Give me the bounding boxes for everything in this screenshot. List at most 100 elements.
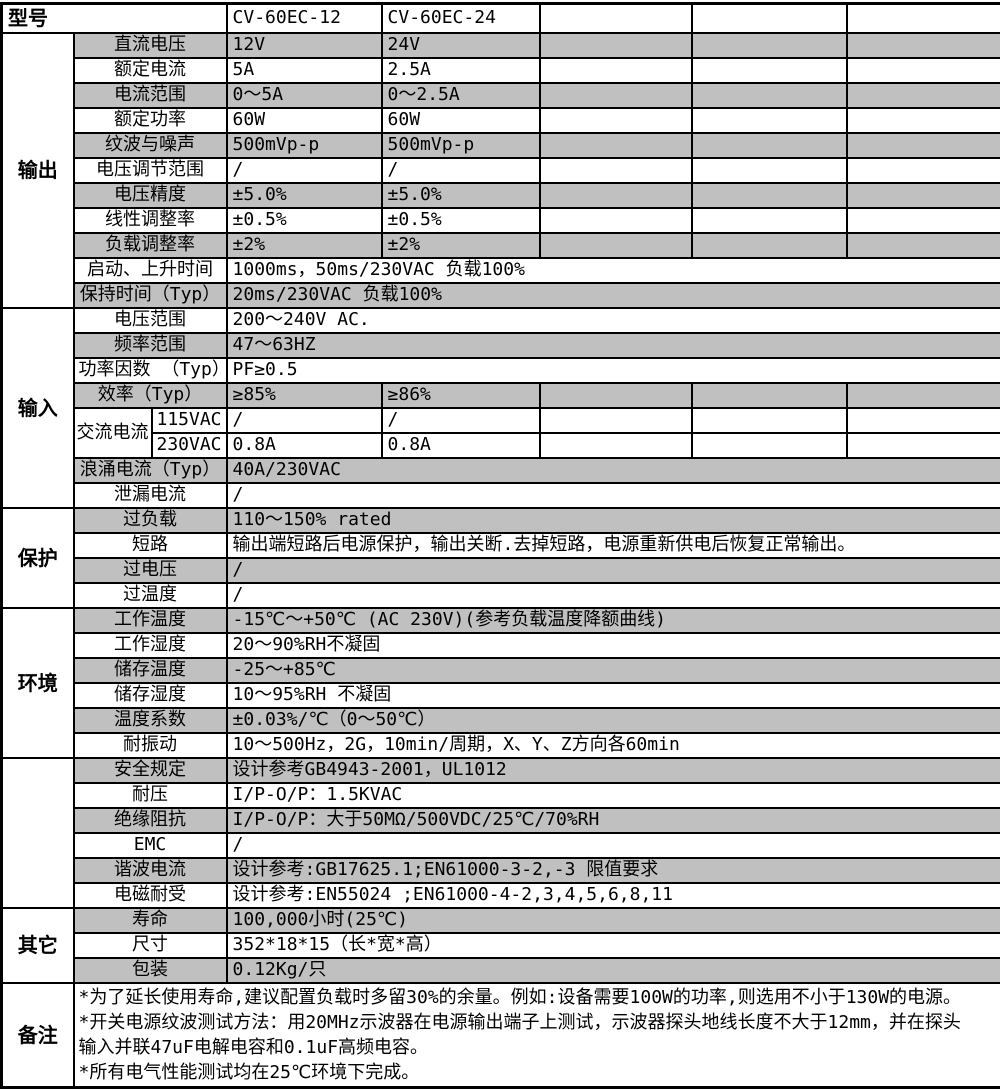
spec-name-cell: 纹波与噪声	[72, 131, 228, 159]
empty-cell	[690, 231, 848, 259]
spec-value-cell: 输出端短路后电源保护，输出关断.去掉短路，电源重新供电后恢复正常输出。	[225, 531, 1000, 559]
spec-value-cell: ≥85%	[225, 381, 383, 409]
spec-name-cell: 安全规定	[72, 756, 228, 784]
spec-name-cell: 电磁耐受	[72, 881, 228, 909]
spec-sublabel-cell: 230VAC	[150, 431, 228, 459]
table-row: 交流电流 115VAC / /	[2, 406, 1000, 459]
empty-cell	[538, 2, 693, 34]
empty-cell	[538, 431, 693, 459]
spec-value-cell: /	[225, 581, 1000, 609]
empty-cell	[690, 156, 848, 184]
notes-label: 备注	[0, 981, 75, 1088]
spec-value-cell: /	[225, 831, 1000, 859]
spec-name-cell: 电流范围	[72, 81, 228, 109]
model-header-cell: CV-60EC-24	[380, 2, 541, 34]
spec-value-cell: 352*18*15（长*宽*高）	[225, 931, 1000, 959]
spec-value-cell: 110～150% rated	[225, 506, 1000, 534]
spec-name-cell: 包装	[72, 956, 228, 984]
table-row: 泄漏电流 /	[2, 481, 1000, 509]
spec-value-cell: 设计参考:GB17625.1;EN61000-3-2,-3 限值要求	[225, 856, 1000, 884]
empty-cell	[845, 81, 1000, 109]
spec-name-cell: 功率因数 （Typ）	[72, 356, 228, 384]
spec-name-cell: 额定电流	[72, 56, 228, 84]
table-row: 保护 过负载 110～150% rated	[0, 506, 1000, 609]
spec-value-cell: /	[225, 481, 1000, 509]
empty-cell	[538, 381, 693, 409]
table-row: 负载调整率 ±2% ±2%	[2, 231, 1000, 259]
spec-value-cell: PF≥0.5	[225, 356, 1000, 384]
empty-cell	[538, 31, 693, 59]
spec-value-cell: 0～5A	[225, 81, 383, 109]
empty-cell	[690, 381, 848, 409]
empty-cell	[538, 406, 693, 434]
spec-value-cell: /	[380, 406, 541, 434]
spec-name-cell: 线性调整率	[72, 206, 228, 234]
spec-name-cell: 工作温度	[72, 606, 228, 634]
table-row: 功率因数 （Typ） PF≥0.5	[2, 356, 1000, 384]
section-label: 输出	[0, 31, 75, 309]
spec-name-cell: 储存温度	[72, 656, 228, 684]
spec-value-cell: 60W	[225, 106, 383, 134]
spec-value-cell: -15℃～+50℃ (AC 230V)(参考负载温度降额曲线)	[225, 606, 1000, 634]
spec-name-cell: 绝缘阻抗	[72, 806, 228, 834]
spec-value-cell: /	[225, 406, 383, 434]
table-row: 230VAC 0.8A 0.8A	[2, 431, 1000, 459]
spec-name-cell: 保持时间（Typ）	[72, 281, 228, 309]
spec-name-cell: 耐压	[72, 781, 228, 809]
empty-cell	[845, 206, 1000, 234]
table-row: 储存湿度 10～95%RH 不凝固	[2, 681, 1000, 709]
empty-cell	[690, 31, 848, 59]
spec-value-cell: 60W	[380, 106, 541, 134]
spec-name-cell: 耐振动	[72, 731, 228, 759]
spec-name-cell: 电压调节范围	[72, 156, 228, 184]
spec-value-cell: -25～+85℃	[225, 656, 1000, 684]
empty-cell	[845, 381, 1000, 409]
spec-group-label: 交流电流	[72, 406, 153, 459]
empty-cell	[690, 406, 848, 434]
empty-cell	[538, 181, 693, 209]
section-label: 保护	[0, 506, 75, 609]
empty-cell	[845, 156, 1000, 184]
empty-cell	[690, 131, 848, 159]
spec-value-cell: I/P-O/P：1.5KVAC	[225, 781, 1000, 809]
empty-cell	[845, 231, 1000, 259]
spec-value-cell: 47～63HZ	[225, 331, 1000, 359]
spec-value-cell: 5A	[225, 56, 383, 84]
spec-value-cell: ±2%	[380, 231, 541, 259]
table-row: 输出 直流电压 12V 24V	[0, 31, 1000, 309]
empty-cell	[845, 431, 1000, 459]
spec-value-cell: ±0.03%/℃（0～50℃）	[225, 706, 1000, 734]
table-row: 备注 *为了延长使用寿命,建议配置负载时多留30%的余量。例如:设备需要100W的…	[0, 981, 1000, 1088]
spec-name-cell: 额定功率	[72, 106, 228, 134]
section-label	[0, 756, 75, 909]
table-row: 包装 0.12Kg/只	[2, 956, 1000, 984]
table-row: 耐压 I/P-O/P：1.5KVAC	[2, 781, 1000, 809]
spec-value-cell: 0.8A	[225, 431, 383, 459]
empty-cell	[538, 81, 693, 109]
spec-name-cell: 效率（Typ）	[72, 381, 228, 409]
table-row: 过温度 /	[2, 581, 1000, 609]
empty-cell	[538, 206, 693, 234]
spec-value-cell: 40A/230VAC	[225, 456, 1000, 484]
table-row: 温度系数 ±0.03%/℃（0～50℃）	[2, 706, 1000, 734]
empty-cell	[845, 106, 1000, 134]
table-row: 储存温度 -25～+85℃	[2, 656, 1000, 684]
spec-value-cell: 100,000小时(25℃)	[225, 906, 1000, 934]
empty-cell	[690, 81, 848, 109]
table-row: 额定电流 5A 2.5A	[2, 56, 1000, 84]
table-row: 短路 输出端短路后电源保护，输出关断.去掉短路，电源重新供电后恢复正常输出。	[2, 531, 1000, 559]
note-line: 输入并联47uF电解电容和0.1uF高频电容。	[78, 1036, 429, 1058]
empty-cell	[845, 2, 1000, 34]
table-row: 启动、上升时间 1000ms，50ms/230VAC 负载100%	[2, 256, 1000, 284]
spec-name-cell: 频率范围	[72, 331, 228, 359]
table-row: 频率范围 47～63HZ	[2, 331, 1000, 359]
note-line: *为了延长使用寿命,建议配置负载时多留30%的余量。例如:设备需要100W的功率…	[78, 986, 962, 1008]
empty-cell	[845, 406, 1000, 434]
spec-name-cell: 电压精度	[72, 181, 228, 209]
table-row: 纹波与噪声 500mVp-p 500mVp-p	[2, 131, 1000, 159]
table-row: 保持时间（Typ） 20ms/230VAC 负载100%	[2, 281, 1000, 309]
spec-name-cell: 寿命	[72, 906, 228, 934]
spec-name-cell: 浪涌电流（Typ）	[72, 456, 228, 484]
empty-cell	[690, 2, 848, 34]
spec-value-cell: 设计参考GB4943-2001，UL1012	[225, 756, 1000, 784]
